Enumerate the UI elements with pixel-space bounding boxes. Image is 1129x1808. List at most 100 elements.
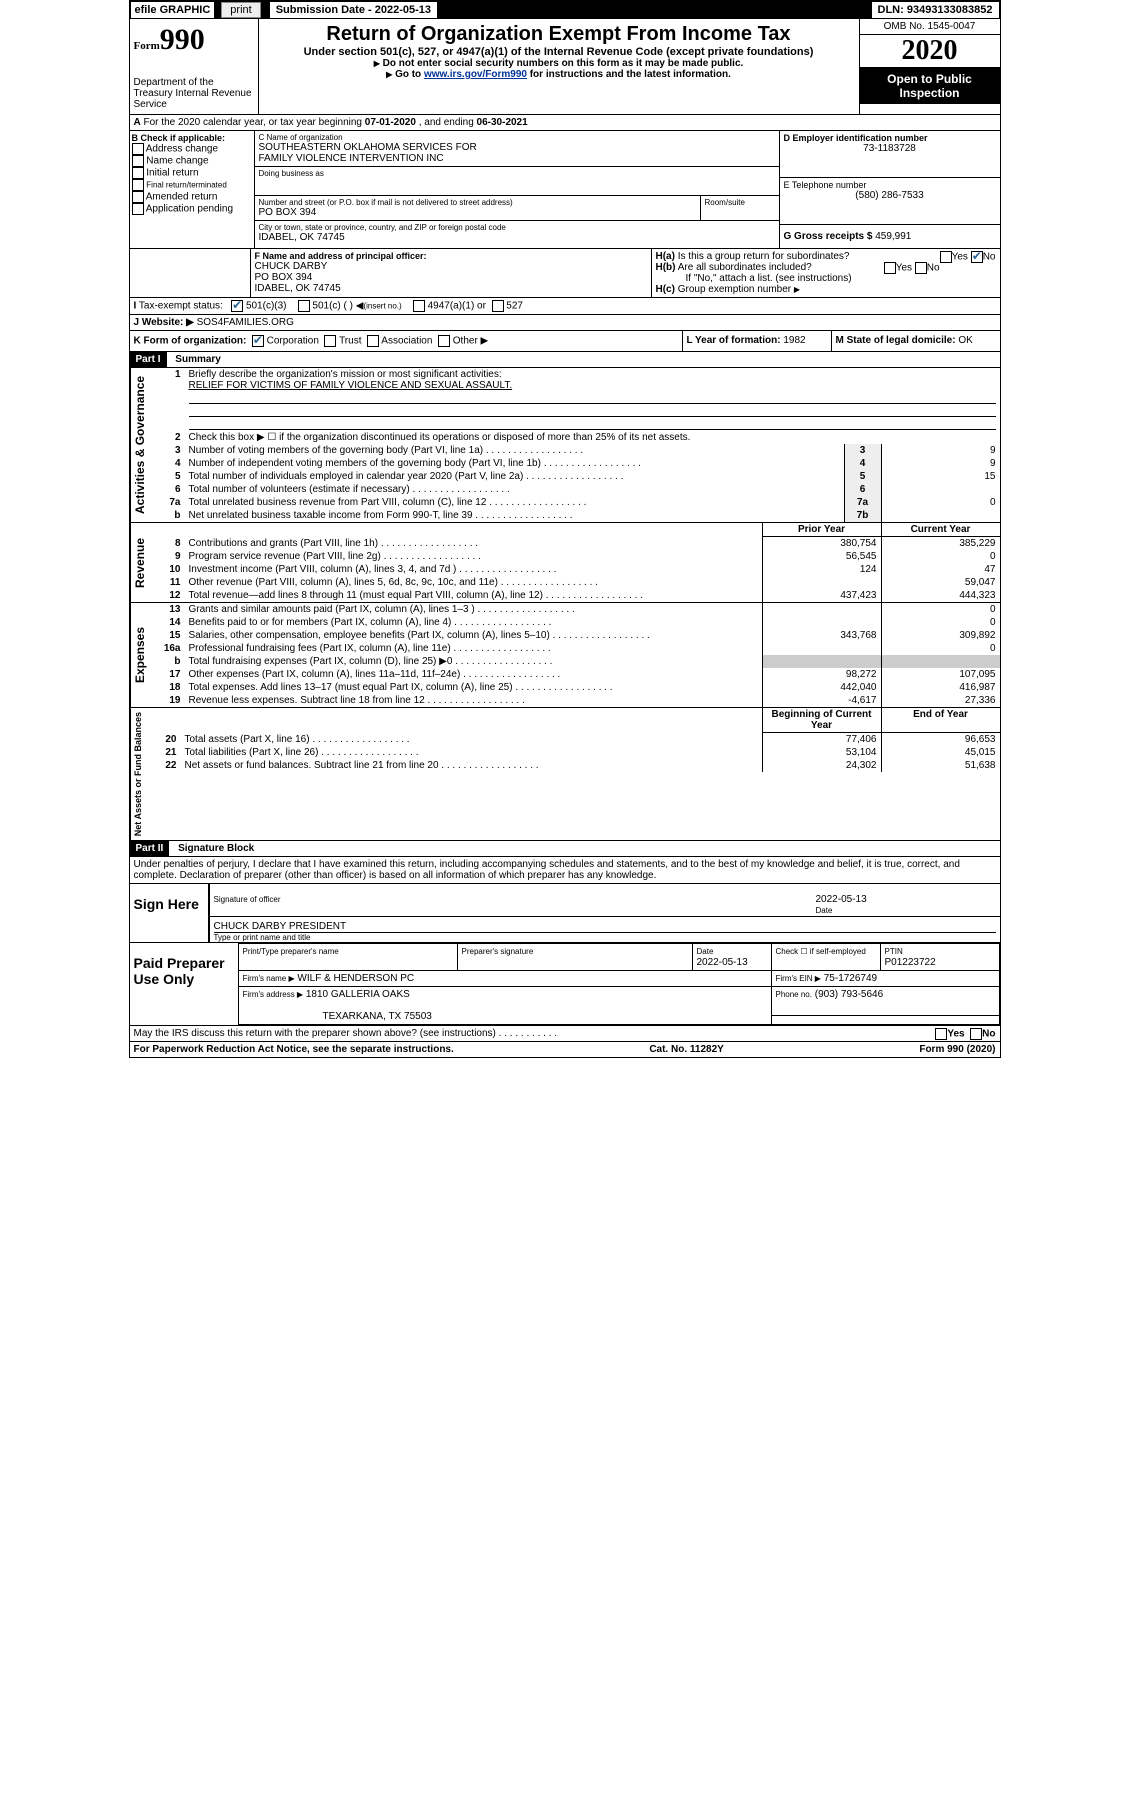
discuss-no-checkbox[interactable]: [970, 1028, 982, 1040]
box-b: B Check if applicable: Address change Na…: [130, 131, 255, 248]
col-end: End of Year: [913, 709, 968, 720]
box-b-title: B Check if applicable:: [132, 133, 226, 143]
ha-no-checkbox[interactable]: [971, 251, 983, 263]
hb-no-checkbox[interactable]: [915, 262, 927, 274]
tax-year: 2020: [860, 35, 1000, 68]
arrow-icon: [794, 284, 800, 295]
omb-number: OMB No. 1545-0047: [860, 19, 1000, 35]
initial-return-checkbox[interactable]: [132, 167, 144, 179]
ein-label: D Employer identification number: [784, 133, 928, 143]
assoc-checkbox[interactable]: [367, 335, 379, 347]
4947-label: 4947(a)(1) or: [428, 301, 486, 312]
note-ssn: Do not enter social security numbers on …: [383, 58, 744, 69]
part2-label: Part II: [130, 841, 170, 856]
501c3-checkbox[interactable]: [231, 300, 243, 312]
paperwork-note: For Paperwork Reduction Act Notice, see …: [134, 1044, 454, 1055]
org-name-label: C Name of organization: [259, 133, 775, 142]
officer-label: F Name and address of principal officer:: [255, 251, 427, 261]
addr-change-label: Address change: [146, 144, 218, 155]
year-formation-value: 1982: [783, 335, 805, 346]
dln-label: DLN: 93493133083852: [871, 1, 1000, 19]
officer-street: PO BOX 394: [255, 272, 647, 283]
form-no: Form 990 (2020): [919, 1044, 995, 1055]
street-label: Number and street (or P.O. box if mail i…: [259, 198, 696, 207]
prep-name-label: Print/Type preparer's name: [243, 947, 339, 956]
period-end: 06-30-2021: [477, 117, 528, 128]
app-pending-label: Application pending: [146, 204, 233, 215]
sig-date: 2022-05-13: [816, 894, 867, 905]
footer-row: For Paperwork Reduction Act Notice, see …: [130, 1042, 1000, 1057]
initial-return-label: Initial return: [146, 168, 198, 179]
officer-city: IDABEL, OK 74745: [255, 283, 647, 294]
gross-value: 459,991: [875, 231, 911, 242]
hb-label: Are all subordinates included?: [678, 262, 812, 273]
firm-addr2: TEXARKANA, TX 75503: [243, 1011, 432, 1022]
trust-checkbox[interactable]: [324, 335, 336, 347]
other-checkbox[interactable]: [438, 335, 450, 347]
part1-label: Part I: [130, 352, 167, 367]
501c-label: 501(c) ( ): [312, 301, 353, 312]
submission-date: Submission Date - 2022-05-13: [269, 1, 438, 19]
financial-line: 14Benefits paid to or for members (Part …: [149, 616, 1000, 629]
financial-line: 19Revenue less expenses. Subtract line 1…: [149, 694, 1000, 707]
discuss-yes-checkbox[interactable]: [935, 1028, 947, 1040]
sig-date-label: Date: [816, 906, 833, 915]
501c-checkbox[interactable]: [298, 300, 310, 312]
final-return-checkbox[interactable]: [132, 179, 144, 191]
gov-sidebar: Activities & Governance: [130, 368, 149, 522]
hb-yes-checkbox[interactable]: [884, 262, 896, 274]
firm-addr-label: Firm's address ▶: [243, 990, 304, 999]
line2-label: Check this box ▶ ☐ if the organization d…: [185, 431, 1000, 444]
527-checkbox[interactable]: [492, 300, 504, 312]
app-pending-checkbox[interactable]: [132, 203, 144, 215]
note-goto-a: Go to: [395, 69, 424, 80]
penalty-text: Under penalties of perjury, I declare th…: [130, 857, 1000, 884]
period-start: 07-01-2020: [365, 117, 416, 128]
ha-yes-checkbox[interactable]: [940, 251, 952, 263]
cat-no: Cat. No. 11282Y: [649, 1044, 723, 1055]
dept-label: Department of the Treasury Internal Reve…: [134, 77, 254, 110]
form-990-page: efile GRAPHIC print Submission Date - 20…: [129, 0, 1001, 1058]
paid-prep-label: Paid Preparer Use Only: [130, 943, 238, 1025]
summary-line: 3Number of voting members of the governi…: [149, 444, 1000, 457]
name-change-checkbox[interactable]: [132, 155, 144, 167]
form-label: Form: [134, 40, 160, 52]
ha-label: Is this a group return for subordinates?: [678, 251, 850, 262]
tax-status-label: Tax-exempt status:: [139, 301, 223, 312]
print-button[interactable]: print: [221, 2, 260, 18]
net-assets-section: Net Assets or Fund Balances Beginning of…: [130, 707, 1000, 841]
summary-line: 7aTotal unrelated business revenue from …: [149, 496, 1000, 509]
part1-header-row: Part I Summary: [130, 352, 1000, 368]
firm-phone-label: Phone no.: [776, 990, 812, 999]
financial-line: 21Total liabilities (Part X, line 26)53,…: [145, 746, 1000, 759]
financial-line: 12Total revenue—add lines 8 through 11 (…: [149, 589, 1000, 602]
hc-label: Group exemption number: [678, 284, 791, 295]
corp-checkbox[interactable]: [252, 335, 264, 347]
phone-label: E Telephone number: [784, 180, 996, 190]
col-prior: Prior Year: [798, 524, 845, 535]
arrow-icon: [386, 69, 392, 80]
prep-date: 2022-05-13: [697, 957, 748, 968]
domicile-label: M State of legal domicile:: [836, 335, 956, 346]
org-name-1: SOUTHEASTERN OKLAHOMA SERVICES FOR: [259, 142, 775, 153]
amended-checkbox[interactable]: [132, 191, 144, 203]
addr-change-checkbox[interactable]: [132, 143, 144, 155]
form-number-block: Form990 Department of the Treasury Inter…: [130, 19, 259, 114]
year-block: OMB No. 1545-0047 2020 Open to Public In…: [859, 19, 1000, 114]
financial-line: 10Investment income (Part VIII, column (…: [149, 563, 1000, 576]
4947-checkbox[interactable]: [413, 300, 425, 312]
year-formation-label: L Year of formation:: [687, 335, 781, 346]
box-m: M State of legal domicile: OK: [831, 331, 1000, 351]
inspection-label: Open to Public Inspection: [860, 68, 1000, 104]
officer-name: CHUCK DARBY: [255, 261, 647, 272]
ein-value: 73-1183728: [784, 143, 996, 154]
financial-line: 13Grants and similar amounts paid (Part …: [149, 603, 1000, 616]
org-name-2: FAMILY VIOLENCE INTERVENTION INC: [259, 153, 775, 164]
prep-date-label: Date: [697, 947, 714, 956]
ptin-label: PTIN: [885, 947, 903, 956]
form-subtitle: Under section 501(c), 527, or 4947(a)(1)…: [267, 46, 851, 58]
irs-link[interactable]: www.irs.gov/Form990: [424, 69, 527, 80]
klm-row: K Form of organization: Corporation Trus…: [130, 331, 1000, 352]
sign-here-label: Sign Here: [130, 884, 208, 942]
summary-line: 5Total number of individuals employed in…: [149, 470, 1000, 483]
